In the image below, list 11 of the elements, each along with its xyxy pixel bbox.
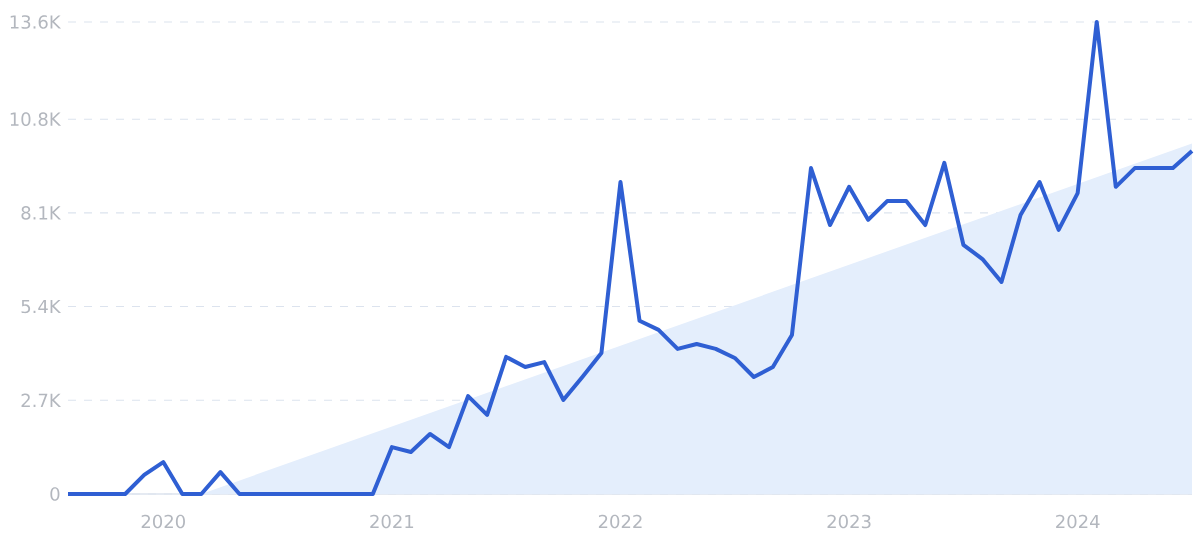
y-tick-label: 0	[50, 487, 60, 501]
y-tick-label: 2.7K	[21, 393, 62, 407]
y-tick-label: 10.8K	[10, 112, 62, 126]
x-tick-label: 2022	[598, 514, 642, 529]
x-tick-label: 2023	[827, 514, 871, 529]
y-tick-label: 5.4K	[21, 299, 62, 314]
y-tick-label: 8.1K	[21, 206, 62, 220]
y-tick-label: 13.6K	[10, 15, 62, 29]
x-tick-label: 2021	[370, 514, 414, 529]
x-tick-label: 2020	[141, 514, 185, 529]
x-tick-label: 2024	[1056, 514, 1100, 529]
